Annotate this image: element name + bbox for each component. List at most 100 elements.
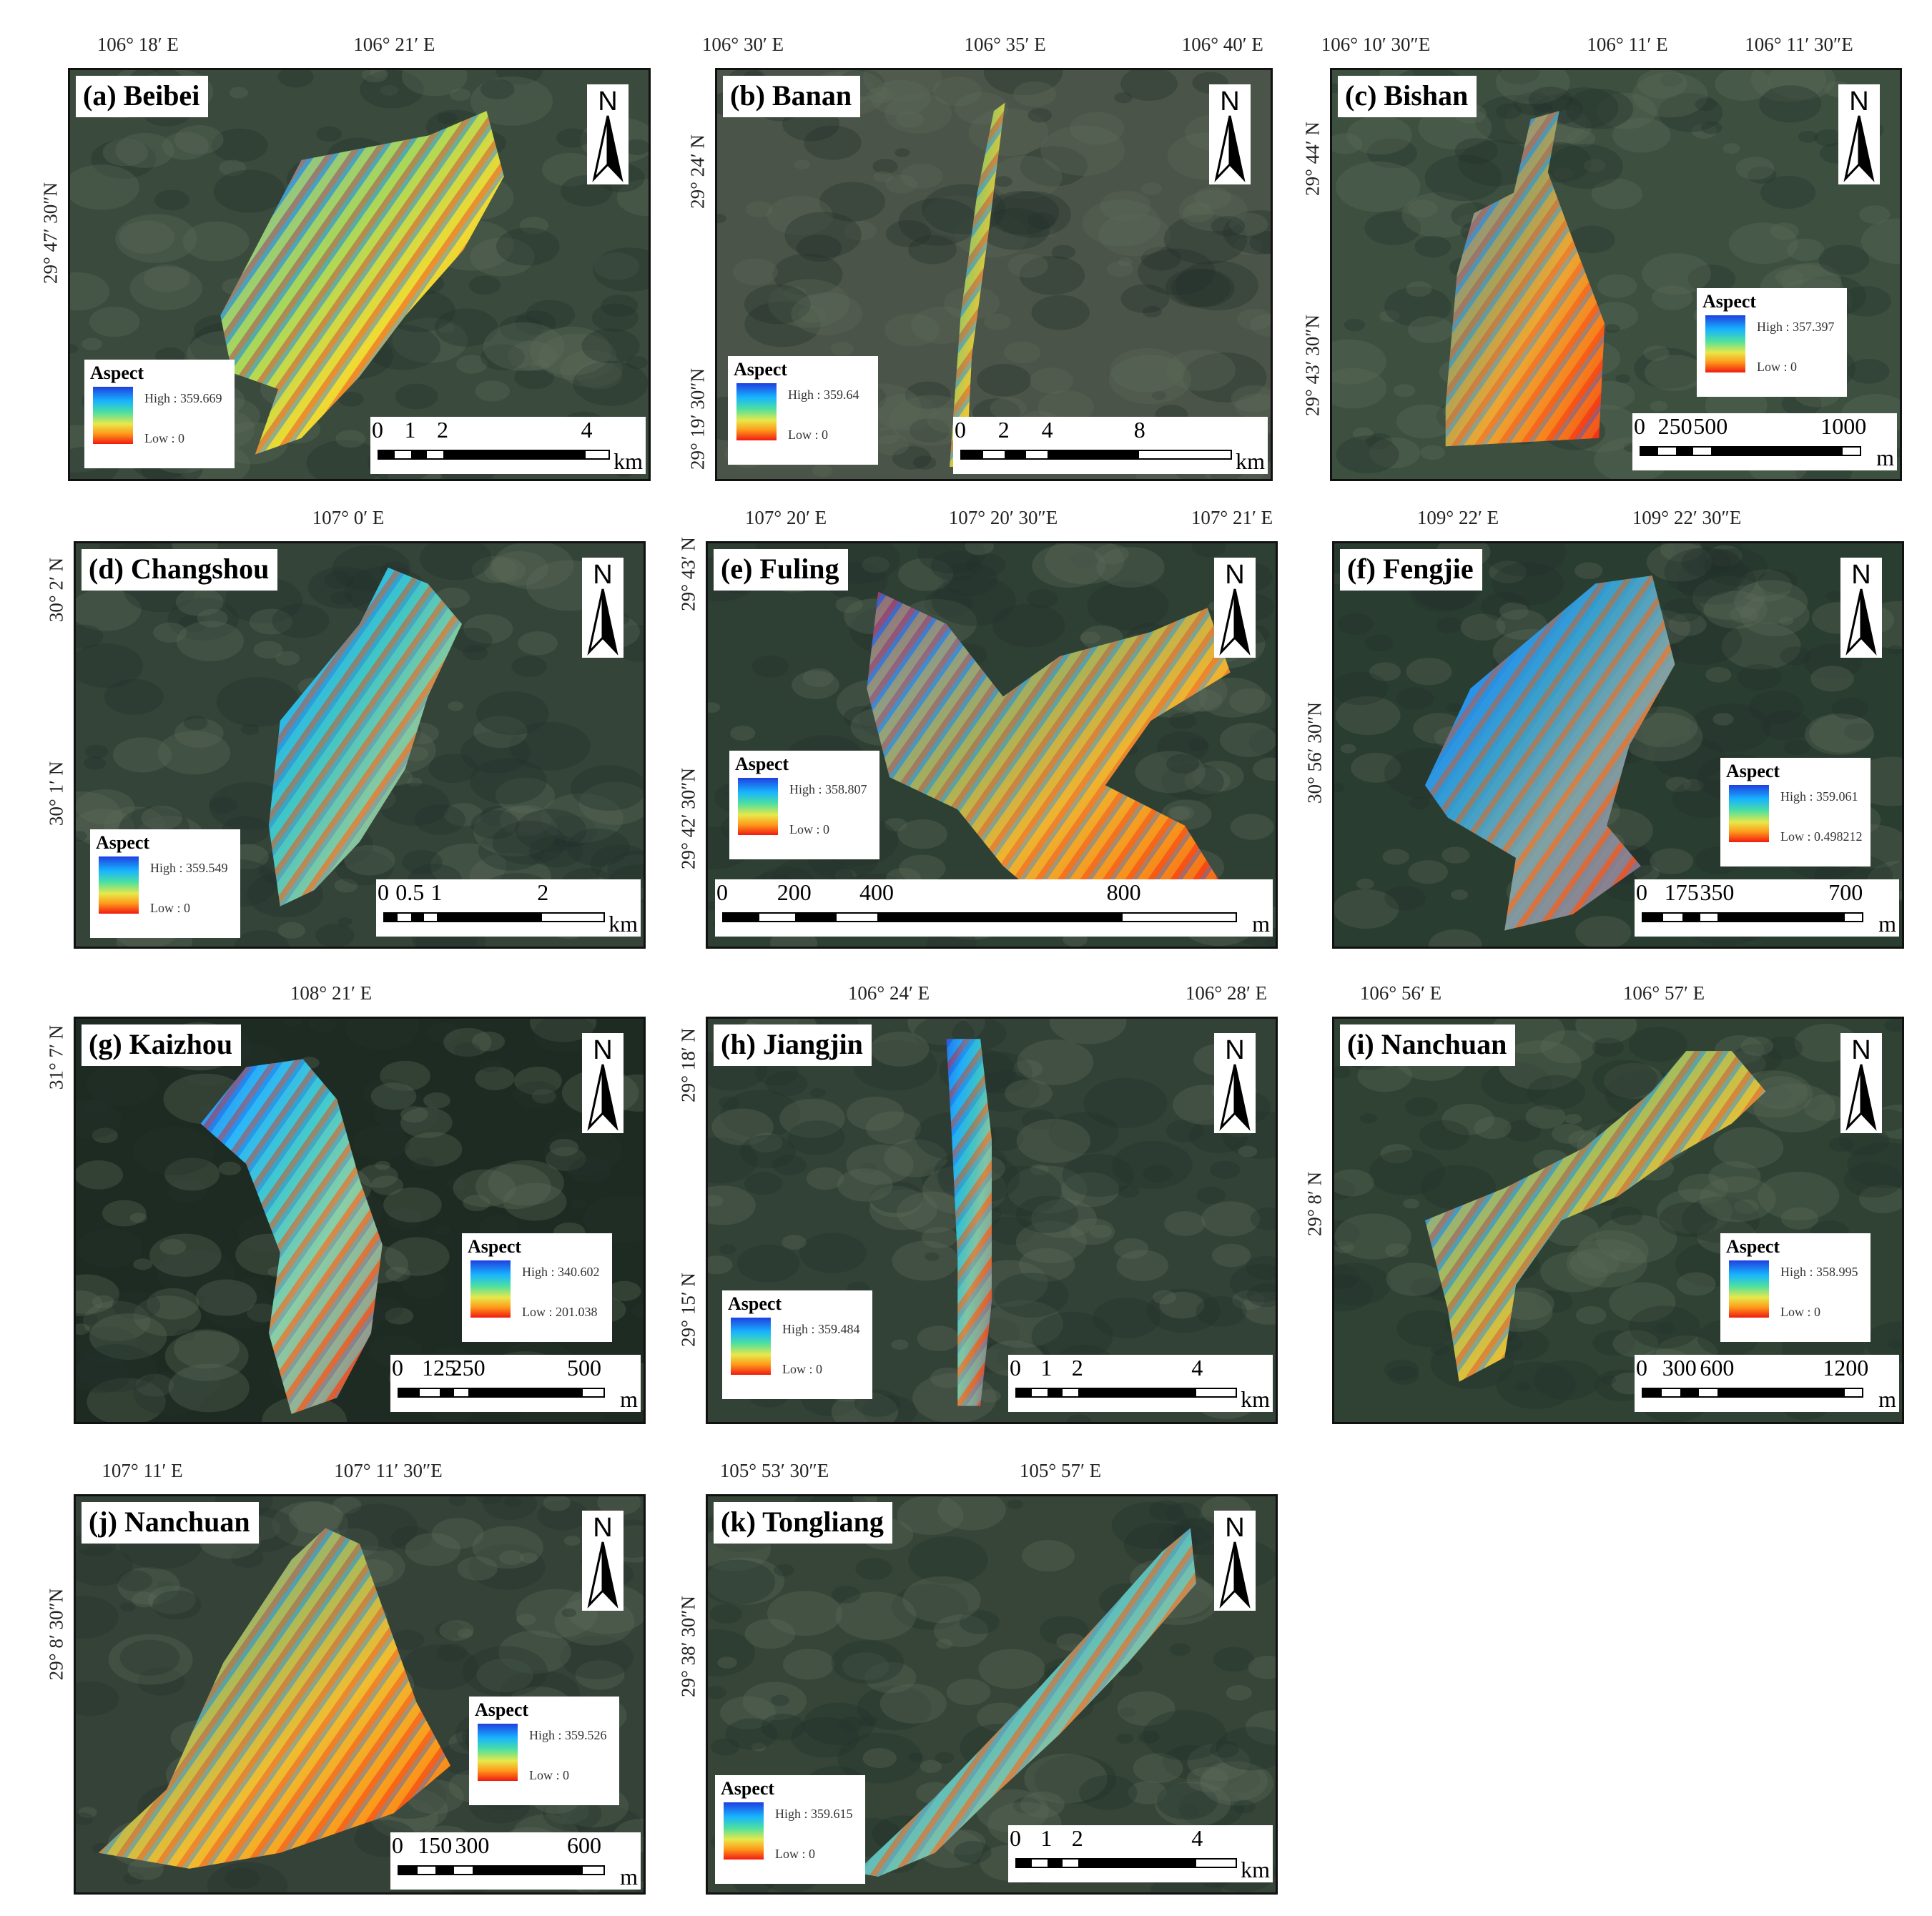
scale-bar: 0 1 2 4 km (1008, 1355, 1273, 1412)
aspect-legend: Aspect High : 340.602 Low : 201.038 (462, 1233, 612, 1342)
scale-unit: km (613, 448, 643, 474)
scale-tick: 4 (1191, 1355, 1203, 1381)
aspect-legend: Aspect High : 357.397 Low : 0 (1697, 288, 1847, 397)
scale-tick: 0 (955, 417, 966, 443)
scale-tick: 0.5 (395, 879, 425, 905)
legend-color-ramp (736, 383, 777, 440)
panel-title: (i) Nanchuan (1340, 1024, 1516, 1066)
scale-unit: m (1878, 911, 1896, 937)
north-label: N (593, 1513, 612, 1543)
longitude-label: 107° 11′ E (102, 1460, 183, 1481)
panel-title: (c) Bishan (1338, 76, 1477, 117)
map-panel-h: (h) Jiangjin N Aspect High : 359.484 Low : 0… (678, 984, 1278, 1424)
legend-title: Aspect (1726, 1236, 1780, 1257)
legend-high: High : 340.602 (522, 1265, 600, 1279)
scale-tick: 4 (581, 417, 593, 443)
north-arrow-icon: N (1214, 1511, 1256, 1611)
legend-low: Low : 0 (775, 1847, 815, 1861)
north-label: N (1851, 560, 1871, 590)
scale-bar-graphic (1642, 1388, 1863, 1398)
scale-bar-graphic (398, 1388, 605, 1398)
satellite-imagery (1332, 70, 1900, 479)
scale-bar-graphic (1640, 446, 1861, 456)
legend-high: High : 357.397 (1757, 320, 1835, 334)
scale-tick: 4 (1041, 417, 1053, 443)
legend-color-ramp (470, 1260, 511, 1318)
north-label: N (593, 1035, 612, 1065)
legend-high: High : 359.615 (775, 1807, 853, 1821)
scale-tick: 1 (430, 879, 443, 905)
north-label: N (593, 560, 612, 590)
scale-bar: 0 175 350 700 m (1635, 879, 1899, 937)
scale-tick: 150 (418, 1832, 453, 1858)
north-label: N (1225, 1035, 1244, 1065)
scale-unit: m (1878, 1386, 1896, 1412)
panel-title: (a) Beibei (76, 76, 209, 117)
scale-tick: 175 (1664, 879, 1699, 905)
longitude-label: 109° 22′ E (1416, 507, 1499, 528)
panel-title: (k) Tongliang (714, 1502, 892, 1544)
latitude-label: 29° 43′ 30″N (1301, 315, 1324, 417)
scale-bar-graphic (383, 912, 605, 922)
longitude-label: 107° 11′ 30″E (334, 1460, 443, 1481)
legend-high: High : 359.549 (150, 861, 228, 875)
scale-tick: 0 (392, 1355, 403, 1381)
north-arrow-icon: N (587, 84, 629, 184)
legend-low: Low : 0 (782, 1362, 822, 1376)
scale-unit: km (1241, 1857, 1270, 1882)
aspect-legend: Aspect High : 359.549 Low : 0 (90, 829, 240, 938)
scale-tick: 0 (1636, 1355, 1647, 1381)
longitude-label: 106° 40′ E (1181, 34, 1263, 55)
longitude-label: 106° 18′ E (97, 34, 179, 55)
satellite-imagery (1334, 1019, 1902, 1422)
scale-tick: 2 (997, 417, 1010, 443)
scale-bar-graphic (1015, 1858, 1237, 1868)
scale-tick: 700 (1828, 879, 1863, 905)
longitude-label: 106° 56′ E (1359, 982, 1442, 1004)
north-label: N (1225, 1513, 1244, 1543)
scale-bar-graphic (722, 912, 1237, 922)
longitude-label: 106° 11′ 30″E (1745, 34, 1853, 55)
scale-bar-graphic (960, 450, 1232, 460)
longitude-label: 107° 20′ E (744, 507, 827, 528)
latitude-label: 30° 56′ 30″N (1303, 702, 1326, 804)
map-panel-d: (d) Changshou N Aspect High : 359.549 Low : … (46, 508, 646, 949)
legend-high: High : 359.526 (529, 1728, 607, 1742)
scale-tick: 0 (378, 879, 389, 905)
scale-bar: 0 250 500 1000 m (1632, 413, 1897, 470)
legend-color-ramp (724, 1802, 764, 1860)
scale-bar: 0 1 2 4 km (1008, 1825, 1273, 1882)
map-panel-i: (i) Nanchuan N Aspect High : 358.995 Low : 0… (1304, 984, 1904, 1424)
aspect-legend: Aspect High : 359.484 Low : 0 (722, 1290, 872, 1399)
aspect-legend: Aspect High : 358.995 Low : 0 (1720, 1233, 1871, 1342)
longitude-label: 106° 28′ E (1185, 982, 1268, 1004)
scale-tick: 600 (567, 1832, 601, 1858)
scale-unit: m (620, 1386, 638, 1412)
latitude-label: 29° 42′ 30″N (677, 767, 699, 869)
scale-unit: km (1236, 448, 1265, 474)
north-arrow-icon: N (1840, 558, 1882, 658)
scale-tick: 0 (1010, 1825, 1021, 1851)
legend-title: Aspect (735, 754, 789, 774)
legend-high: High : 359.061 (1780, 789, 1858, 804)
latitude-label: 29° 44′ N (1301, 122, 1324, 197)
latitude-label: 30° 1′ N (45, 761, 67, 826)
scale-tick: 4 (1191, 1825, 1203, 1851)
north-arrow-icon: N (1209, 84, 1251, 184)
legend-title: Aspect (728, 1293, 782, 1314)
scale-tick: 200 (777, 879, 812, 905)
scale-bar: 0 0.5 1 2 km (376, 879, 641, 937)
scale-tick: 2 (1071, 1825, 1083, 1851)
scale-tick: 400 (859, 879, 894, 905)
longitude-label: 107° 0′ E (312, 507, 385, 528)
legend-low: Low : 0 (1757, 360, 1797, 374)
legend-title: Aspect (90, 362, 144, 383)
panel-title: (f) Fengjie (1340, 549, 1482, 591)
map-panel-b: (b) Banan N Aspect High : 359.64 Low : 0 0 2 4 8… (687, 35, 1273, 481)
map-panel-j: (j) Nanchuan N Aspect High : 359.526 Low : 0… (46, 1461, 646, 1895)
north-arrow-icon: N (1840, 1033, 1882, 1133)
legend-color-ramp (93, 387, 133, 444)
